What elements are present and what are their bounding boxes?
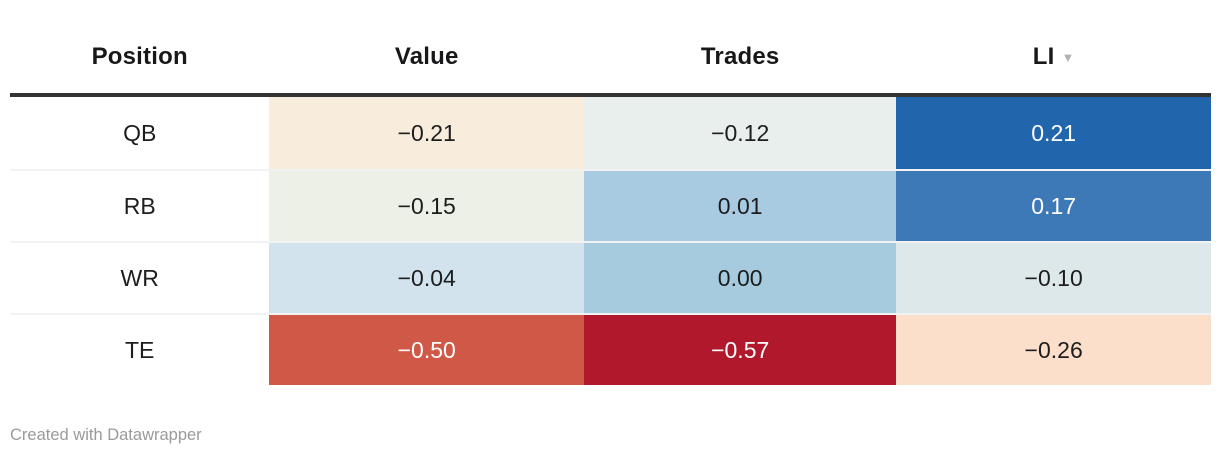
column-header-li[interactable]: LI ▼ <box>896 0 1211 97</box>
li-cell: 0.21 <box>896 97 1211 169</box>
sort-descending-icon[interactable]: ▼ <box>1061 50 1075 65</box>
trades-cell: −0.57 <box>584 313 897 385</box>
li-cell: −0.10 <box>896 241 1211 313</box>
column-header-label: LI <box>1032 43 1055 70</box>
trades-cell: 0.01 <box>584 169 897 241</box>
value-cell: −0.04 <box>269 241 585 313</box>
column-header-label: Position <box>91 43 188 70</box>
li-cell: −0.26 <box>896 313 1211 385</box>
datawrapper-credit[interactable]: Created with Datawrapper <box>10 426 202 444</box>
value-cell: −0.21 <box>269 97 585 169</box>
position-cell: RB <box>10 169 270 241</box>
column-header-label: Value <box>394 43 459 70</box>
column-header-label: Trades <box>700 43 780 70</box>
value-cell: −0.50 <box>269 313 585 385</box>
li-cell: 0.17 <box>896 169 1211 241</box>
position-cell: WR <box>10 241 270 313</box>
header-row: Position Value Trades LI ▼ <box>10 0 1211 97</box>
trades-cell: 0.00 <box>584 241 897 313</box>
table-row: QB −0.21 −0.12 0.21 <box>10 97 1211 169</box>
value-cell: −0.15 <box>269 169 585 241</box>
table-row: RB −0.15 0.01 0.17 <box>10 169 1211 241</box>
position-cell: TE <box>10 313 270 385</box>
heatmap-table: Position Value Trades LI ▼ QB −0.21 −0.12… <box>10 0 1211 385</box>
table-row: TE −0.50 −0.57 −0.26 <box>10 313 1211 385</box>
position-cell: QB <box>10 97 270 169</box>
column-header-position[interactable]: Position <box>10 0 270 97</box>
table-row: WR −0.04 0.00 −0.10 <box>10 241 1211 313</box>
trades-cell: −0.12 <box>584 97 897 169</box>
column-header-value[interactable]: Value <box>269 0 585 97</box>
column-header-trades[interactable]: Trades <box>584 0 897 97</box>
